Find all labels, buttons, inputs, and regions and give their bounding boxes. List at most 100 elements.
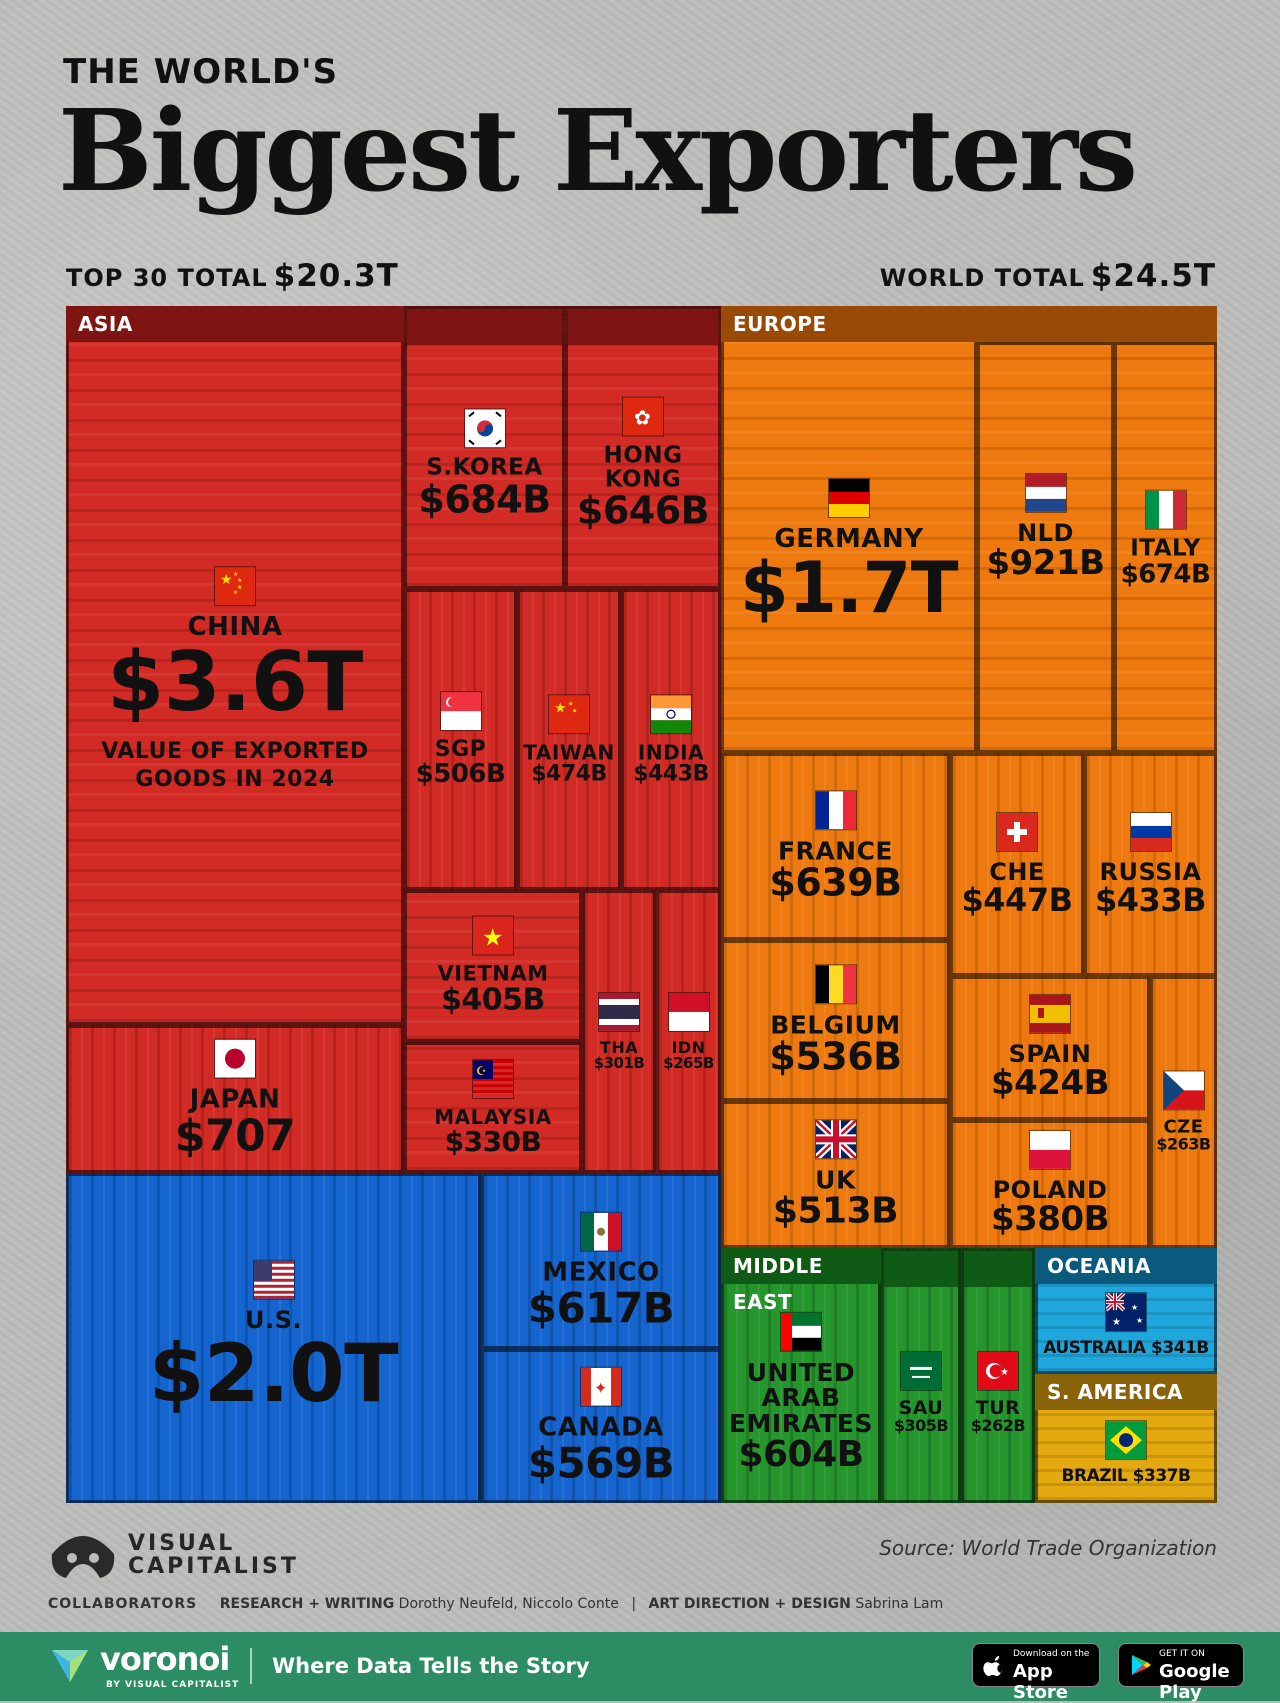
- svg-text:☪: ☪: [476, 1064, 487, 1078]
- sau-value: $305B: [893, 1416, 949, 1436]
- taiwan-name: TAIWAN: [523, 739, 615, 764]
- vietnam-value: $405B: [441, 982, 545, 1018]
- top30-value: $20.3T: [273, 258, 399, 294]
- gplay-big: Google Play: [1159, 1661, 1230, 1703]
- cell-canada: ✦ CANADA $569B: [481, 1349, 721, 1503]
- uk-value: $513B: [772, 1190, 899, 1232]
- svg-text:★: ★: [1112, 1317, 1121, 1328]
- germany-flag-icon: [828, 477, 870, 518]
- tur-value: $262B: [970, 1416, 1026, 1436]
- vietnam-name: VIETNAM: [437, 961, 549, 986]
- collaborators: COLLABORATORS RESEARCH + WRITING Dorothy…: [48, 1596, 943, 1612]
- china-flag-icon: ★ ★ ★ ★ ★: [214, 565, 256, 606]
- google-play-button[interactable]: GET IT ON Google Play: [1118, 1643, 1244, 1703]
- cze-name: CZE: [1163, 1116, 1204, 1138]
- region-label-oceania: OCEANIA: [1035, 1248, 1217, 1284]
- tur-name: TUR: [975, 1396, 1021, 1419]
- app-store-button[interactable]: Download on the App Store: [972, 1643, 1100, 1703]
- svg-text:✦: ✦: [594, 1379, 607, 1398]
- cell-germany: GERMANY $1.7T: [721, 306, 977, 753]
- research-names: Dorothy Neufeld, Niccolo Conte: [398, 1596, 619, 1612]
- france-value: $639B: [769, 860, 902, 905]
- italy-name: ITALY: [1130, 536, 1201, 563]
- skorea-value: $684B: [418, 476, 551, 521]
- treemap: ★ ★ ★ ★ ★ CHINA $3.6T VALUE OF EXPORTED GOODS…: [66, 306, 1217, 1503]
- voronoi-logo-icon: [52, 1650, 88, 1682]
- cell-hongkong: ✿ HONG KONG $646B: [565, 306, 721, 589]
- germany-name: GERMANY: [774, 523, 924, 554]
- india-value: $443B: [633, 761, 709, 787]
- svg-text:★: ★: [1131, 1303, 1138, 1312]
- skorea-flag-icon: [463, 408, 506, 449]
- cell-belgium: BELGIUM $536B: [721, 940, 950, 1101]
- region-label-europe: EUROPE: [721, 306, 1217, 342]
- cell-taiwan: ★ ★ ★ TAIWAN $474B: [517, 589, 621, 890]
- thailand-flag-icon: [598, 991, 640, 1032]
- china-name: CHINA: [187, 611, 283, 642]
- cell-france: FRANCE $639B: [721, 753, 950, 940]
- spain-flag-icon: [1029, 993, 1071, 1034]
- poland-value: $380B: [990, 1199, 1110, 1240]
- cell-cze: CZE $263B: [1150, 976, 1217, 1248]
- france-flag-icon: [814, 789, 857, 830]
- world-value: $24.5T: [1090, 258, 1216, 294]
- idn-name: IDN: [671, 1037, 706, 1057]
- australia-name: AUSTRALIA: [1043, 1338, 1146, 1359]
- brazil-label: BRAZIL $337B: [1038, 1466, 1214, 1487]
- australia-flag-icon: ★ ★ ★: [1105, 1292, 1147, 1333]
- cell-mexico: MEXICO $617B: [481, 1173, 721, 1349]
- appstore-big: App Store: [1013, 1661, 1069, 1703]
- voronoi-wordmark[interactable]: voronoi: [100, 1640, 230, 1678]
- canada-flag-icon: ✦: [580, 1366, 622, 1407]
- me-band: [884, 1251, 958, 1287]
- belgium-flag-icon: [814, 963, 857, 1004]
- indonesia-flag-icon: [667, 991, 710, 1032]
- brazil-value: $337B: [1132, 1466, 1191, 1487]
- tha-value: $301B: [593, 1053, 645, 1072]
- cell-nld: NLD $921B: [977, 342, 1114, 753]
- cell-us: U.S. $2.0T: [66, 1173, 481, 1503]
- svg-text:★: ★: [1136, 1316, 1143, 1325]
- visual-capitalist-logo-icon: [51, 1536, 115, 1578]
- switzerland-flag-icon: [996, 811, 1038, 852]
- hongkong-name-line2: KONG: [604, 466, 682, 493]
- art-names: Sabrina Lam: [855, 1596, 944, 1612]
- cell-italy: ITALY $674B: [1114, 342, 1217, 753]
- research-label: RESEARCH + WRITING: [219, 1596, 395, 1612]
- cell-sgp: SGP $506B: [404, 589, 517, 890]
- uk-flag-icon: [814, 1118, 857, 1159]
- collab-separator: |: [631, 1596, 637, 1612]
- brazil-name: BRAZIL: [1061, 1466, 1128, 1487]
- hongkong-name: HONG KONG: [568, 444, 718, 493]
- italy-flag-icon: [1144, 490, 1187, 531]
- cell-poland: POLAND $380B: [950, 1120, 1150, 1248]
- taiwan-value: $474B: [531, 761, 607, 787]
- vc-line2: CAPITALIST: [128, 1554, 299, 1579]
- svg-text:★: ★: [568, 700, 573, 707]
- source: Source: World Trade Organization: [879, 1536, 1217, 1560]
- world-label: WORLD TOTAL: [879, 264, 1085, 292]
- us-value: $2.0T: [148, 1327, 399, 1421]
- hongkong-value: $646B: [576, 488, 710, 533]
- svg-text:★: ★: [220, 572, 233, 588]
- region-label-middle-east: MIDDLE EAST: [721, 1248, 881, 1314]
- czechia-flag-icon: [1162, 1070, 1205, 1111]
- sgp-name: SGP: [434, 736, 487, 762]
- brazil-flag-icon: [1105, 1420, 1147, 1461]
- region-label-asia: ASIA: [66, 306, 404, 342]
- vietnam-flag-icon: ★: [472, 915, 514, 956]
- spain-name: SPAIN: [1008, 1039, 1092, 1068]
- vc-line1: VISUAL: [128, 1531, 236, 1556]
- turkey-flag-icon: ★: [977, 1350, 1019, 1391]
- australia-value: $341B: [1150, 1338, 1209, 1359]
- voronoi-sub: BY VISUAL CAPITALIST: [106, 1680, 240, 1690]
- malaysia-flag-icon: ☪: [472, 1058, 514, 1099]
- svg-text:★: ★: [233, 571, 238, 578]
- belgium-value: $536B: [769, 1034, 902, 1079]
- uae-name-line2: ARAB: [761, 1383, 841, 1413]
- uae-flag-icon: [780, 1311, 822, 1352]
- china-note-line2: GOODS IN 2024: [135, 767, 335, 793]
- collaborators-label: COLLABORATORS: [48, 1596, 198, 1612]
- me-band-2: [964, 1251, 1032, 1287]
- gplay-small: GET IT ON: [1159, 1649, 1205, 1659]
